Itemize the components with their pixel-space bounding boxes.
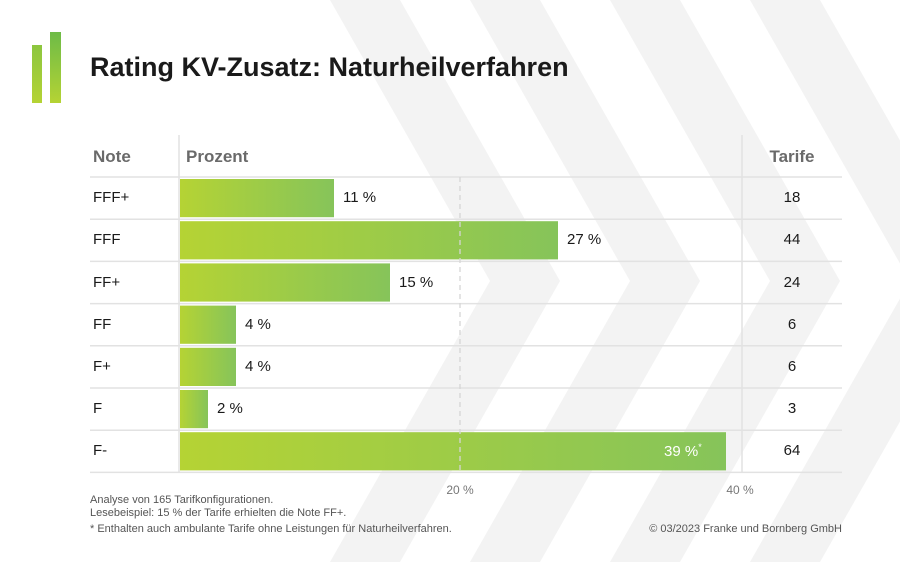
bar-FFF bbox=[180, 221, 558, 260]
value-label: 4 % bbox=[245, 315, 271, 333]
value-label: 4 % bbox=[245, 357, 271, 375]
row-label: FF+ bbox=[93, 273, 121, 291]
row-label: F bbox=[93, 400, 103, 418]
tarife-value: 18 bbox=[783, 189, 801, 207]
row-label: F+ bbox=[93, 357, 111, 375]
chart-title: Rating KV-Zusatz: Naturheilverfahren bbox=[90, 52, 569, 82]
header-tarife: Tarife bbox=[769, 147, 815, 166]
tarife-value: 64 bbox=[783, 442, 801, 460]
note-analysis: Analyse von 165 Tarifkonfigurationen. bbox=[90, 494, 274, 506]
tarife-value: 3 bbox=[787, 400, 797, 418]
row-label: FF bbox=[93, 315, 112, 333]
copyright: © 03/2023 Franke und Bornberg GmbH bbox=[649, 523, 842, 535]
bar-F+ bbox=[180, 347, 236, 386]
bar-FF bbox=[180, 305, 236, 344]
tarife-value: 44 bbox=[783, 231, 801, 249]
tarife-value: 6 bbox=[787, 357, 797, 375]
value-label: 27 % bbox=[567, 231, 602, 249]
row-label: F- bbox=[93, 442, 108, 460]
row-label: FFF bbox=[93, 231, 121, 249]
header-note: Note bbox=[93, 147, 131, 166]
bar-FFF+ bbox=[180, 179, 334, 218]
bar-F bbox=[180, 390, 208, 429]
x-tick-label: 20 % bbox=[446, 483, 474, 497]
bar-F- bbox=[180, 432, 726, 471]
x-tick-label: 40 % bbox=[726, 483, 754, 497]
row-label: FFF+ bbox=[93, 189, 130, 207]
note-example: Lesebeispiel: 15 % der Tarife erhielten … bbox=[90, 507, 347, 519]
footnote-marker: * bbox=[698, 442, 702, 453]
header-prozent: Prozent bbox=[186, 147, 249, 166]
value-label: 2 % bbox=[217, 400, 243, 418]
value-label: 11 % bbox=[343, 189, 377, 207]
tarife-value: 6 bbox=[787, 315, 797, 333]
tarife-value: 24 bbox=[783, 273, 801, 291]
value-label: 15 % bbox=[399, 273, 434, 291]
brand-logo bbox=[32, 32, 62, 104]
bar-FF+ bbox=[180, 263, 390, 302]
value-label: 39 %* bbox=[664, 442, 702, 461]
note-footnote: * Enthalten auch ambulante Tarife ohne L… bbox=[90, 523, 452, 535]
